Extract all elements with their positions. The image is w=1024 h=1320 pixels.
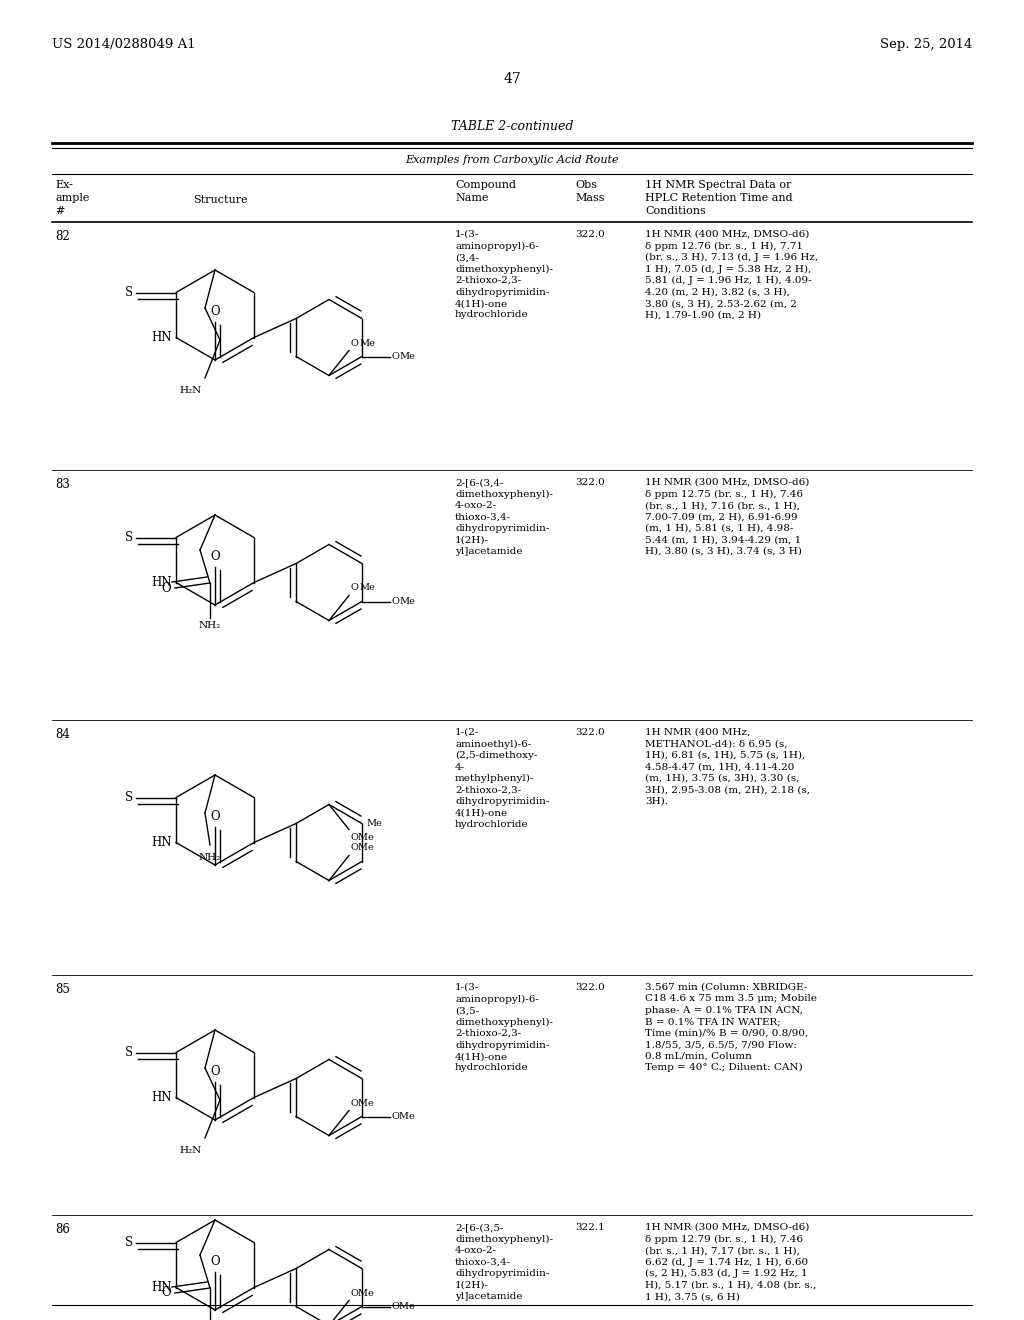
- Text: HN: HN: [152, 1092, 172, 1104]
- Text: 1-(3-
aminopropyl)-6-
(3,5-
dimethoxyphenyl)-
2-thioxo-2,3-
dihydropyrimidin-
4(: 1-(3- aminopropyl)-6- (3,5- dimethoxyphe…: [455, 983, 553, 1072]
- Text: Obs
Mass: Obs Mass: [575, 180, 604, 203]
- Text: Examples from Carboxylic Acid Route: Examples from Carboxylic Acid Route: [406, 154, 618, 165]
- Text: S: S: [125, 531, 133, 544]
- Text: Ex-
ample
#: Ex- ample #: [55, 180, 89, 215]
- Text: OMe: OMe: [351, 1288, 375, 1298]
- Text: 322.0: 322.0: [575, 478, 605, 487]
- Text: 3.567 min (Column: XBRIDGE-
C18 4.6 x 75 mm 3.5 μm; Mobile
phase- A = 0.1% TFA I: 3.567 min (Column: XBRIDGE- C18 4.6 x 75…: [645, 983, 817, 1072]
- Text: 1H NMR (400 MHz, DMSO-d6)
δ ppm 12.76 (br. s., 1 H), 7.71
(br. s., 3 H), 7.13 (d: 1H NMR (400 MHz, DMSO-d6) δ ppm 12.76 (b…: [645, 230, 818, 319]
- Text: H₂N: H₂N: [180, 385, 202, 395]
- Text: HN: HN: [152, 1280, 172, 1294]
- Text: O: O: [162, 1287, 171, 1299]
- Text: 2-[6-(3,5-
dimethoxyphenyl)-
4-oxo-2-
thioxo-3,4-
dihydropyrimidin-
1(2H)-
yl]ac: 2-[6-(3,5- dimethoxyphenyl)- 4-oxo-2- th…: [455, 1224, 553, 1302]
- Text: 86: 86: [55, 1224, 70, 1236]
- Text: O: O: [351, 583, 358, 593]
- Text: Me: Me: [400, 597, 416, 606]
- Text: Compound
Name: Compound Name: [455, 180, 516, 203]
- Text: H₂N: H₂N: [180, 1146, 202, 1155]
- Text: Me: Me: [400, 352, 416, 360]
- Text: O: O: [210, 810, 220, 822]
- Text: 47: 47: [503, 73, 521, 86]
- Text: 1H NMR (400 MHz,
METHANOL-d4): δ 6.95 (s,
1H), 6.81 (s, 1H), 5.75 (s, 1H),
4.58-: 1H NMR (400 MHz, METHANOL-d4): δ 6.95 (s…: [645, 729, 810, 805]
- Text: S: S: [125, 286, 133, 300]
- Text: 2-[6-(3,4-
dimethoxyphenyl)-
4-oxo-2-
thioxo-3,4-
dihydropyrimidin-
1(2H)-
yl]ac: 2-[6-(3,4- dimethoxyphenyl)- 4-oxo-2- th…: [455, 478, 553, 556]
- Text: Me: Me: [359, 583, 375, 593]
- Text: O: O: [210, 1065, 220, 1078]
- Text: HN: HN: [152, 836, 172, 849]
- Text: 322.0: 322.0: [575, 230, 605, 239]
- Text: NH₂: NH₂: [199, 853, 221, 862]
- Text: O: O: [392, 597, 399, 606]
- Text: TABLE 2-continued: TABLE 2-continued: [451, 120, 573, 133]
- Text: HN: HN: [152, 576, 172, 589]
- Text: 85: 85: [55, 983, 70, 997]
- Text: 82: 82: [55, 230, 70, 243]
- Text: S: S: [125, 1236, 133, 1249]
- Text: 1-(2-
aminoethyl)-6-
(2,5-dimethoxy-
4-
methylphenyl)-
2-thioxo-2,3-
dihydropyri: 1-(2- aminoethyl)-6- (2,5-dimethoxy- 4- …: [455, 729, 549, 829]
- Text: 83: 83: [55, 478, 70, 491]
- Text: HN: HN: [152, 331, 172, 345]
- Text: 1H NMR (300 MHz, DMSO-d6)
δ ppm 12.79 (br. s., 1 H), 7.46
(br. s., 1 H), 7.17 (b: 1H NMR (300 MHz, DMSO-d6) δ ppm 12.79 (b…: [645, 1224, 816, 1302]
- Text: O: O: [351, 338, 358, 347]
- Text: O: O: [162, 582, 171, 594]
- Text: Structure: Structure: [193, 195, 248, 205]
- Text: S: S: [125, 1045, 133, 1059]
- Text: 322.0: 322.0: [575, 729, 605, 737]
- Text: S: S: [125, 791, 133, 804]
- Text: O: O: [392, 352, 399, 360]
- Text: 1-(3-
aminopropyl)-6-
(3,4-
dimethoxyphenyl)-
2-thioxo-2,3-
dihydropyrimidin-
4(: 1-(3- aminopropyl)-6- (3,4- dimethoxyphe…: [455, 230, 553, 319]
- Text: OMe: OMe: [392, 1111, 416, 1121]
- Text: O: O: [210, 550, 220, 564]
- Text: O: O: [210, 1255, 220, 1269]
- Text: OMe: OMe: [392, 1302, 416, 1311]
- Text: OMe: OMe: [351, 1098, 375, 1107]
- Text: O: O: [210, 305, 220, 318]
- Text: OMe: OMe: [351, 833, 375, 842]
- Text: Sep. 25, 2014: Sep. 25, 2014: [880, 38, 972, 51]
- Text: OMe: OMe: [351, 843, 375, 853]
- Text: 322.1: 322.1: [575, 1224, 605, 1232]
- Text: NH₂: NH₂: [199, 620, 221, 630]
- Text: 84: 84: [55, 729, 70, 741]
- Text: Me: Me: [367, 818, 383, 828]
- Text: US 2014/0288049 A1: US 2014/0288049 A1: [52, 38, 196, 51]
- Text: 1H NMR Spectral Data or
HPLC Retention Time and
Conditions: 1H NMR Spectral Data or HPLC Retention T…: [645, 180, 793, 215]
- Text: Me: Me: [359, 338, 375, 347]
- Text: 322.0: 322.0: [575, 983, 605, 993]
- Text: 1H NMR (300 MHz, DMSO-d6)
δ ppm 12.75 (br. s., 1 H), 7.46
(br. s., 1 H), 7.16 (b: 1H NMR (300 MHz, DMSO-d6) δ ppm 12.75 (b…: [645, 478, 809, 556]
